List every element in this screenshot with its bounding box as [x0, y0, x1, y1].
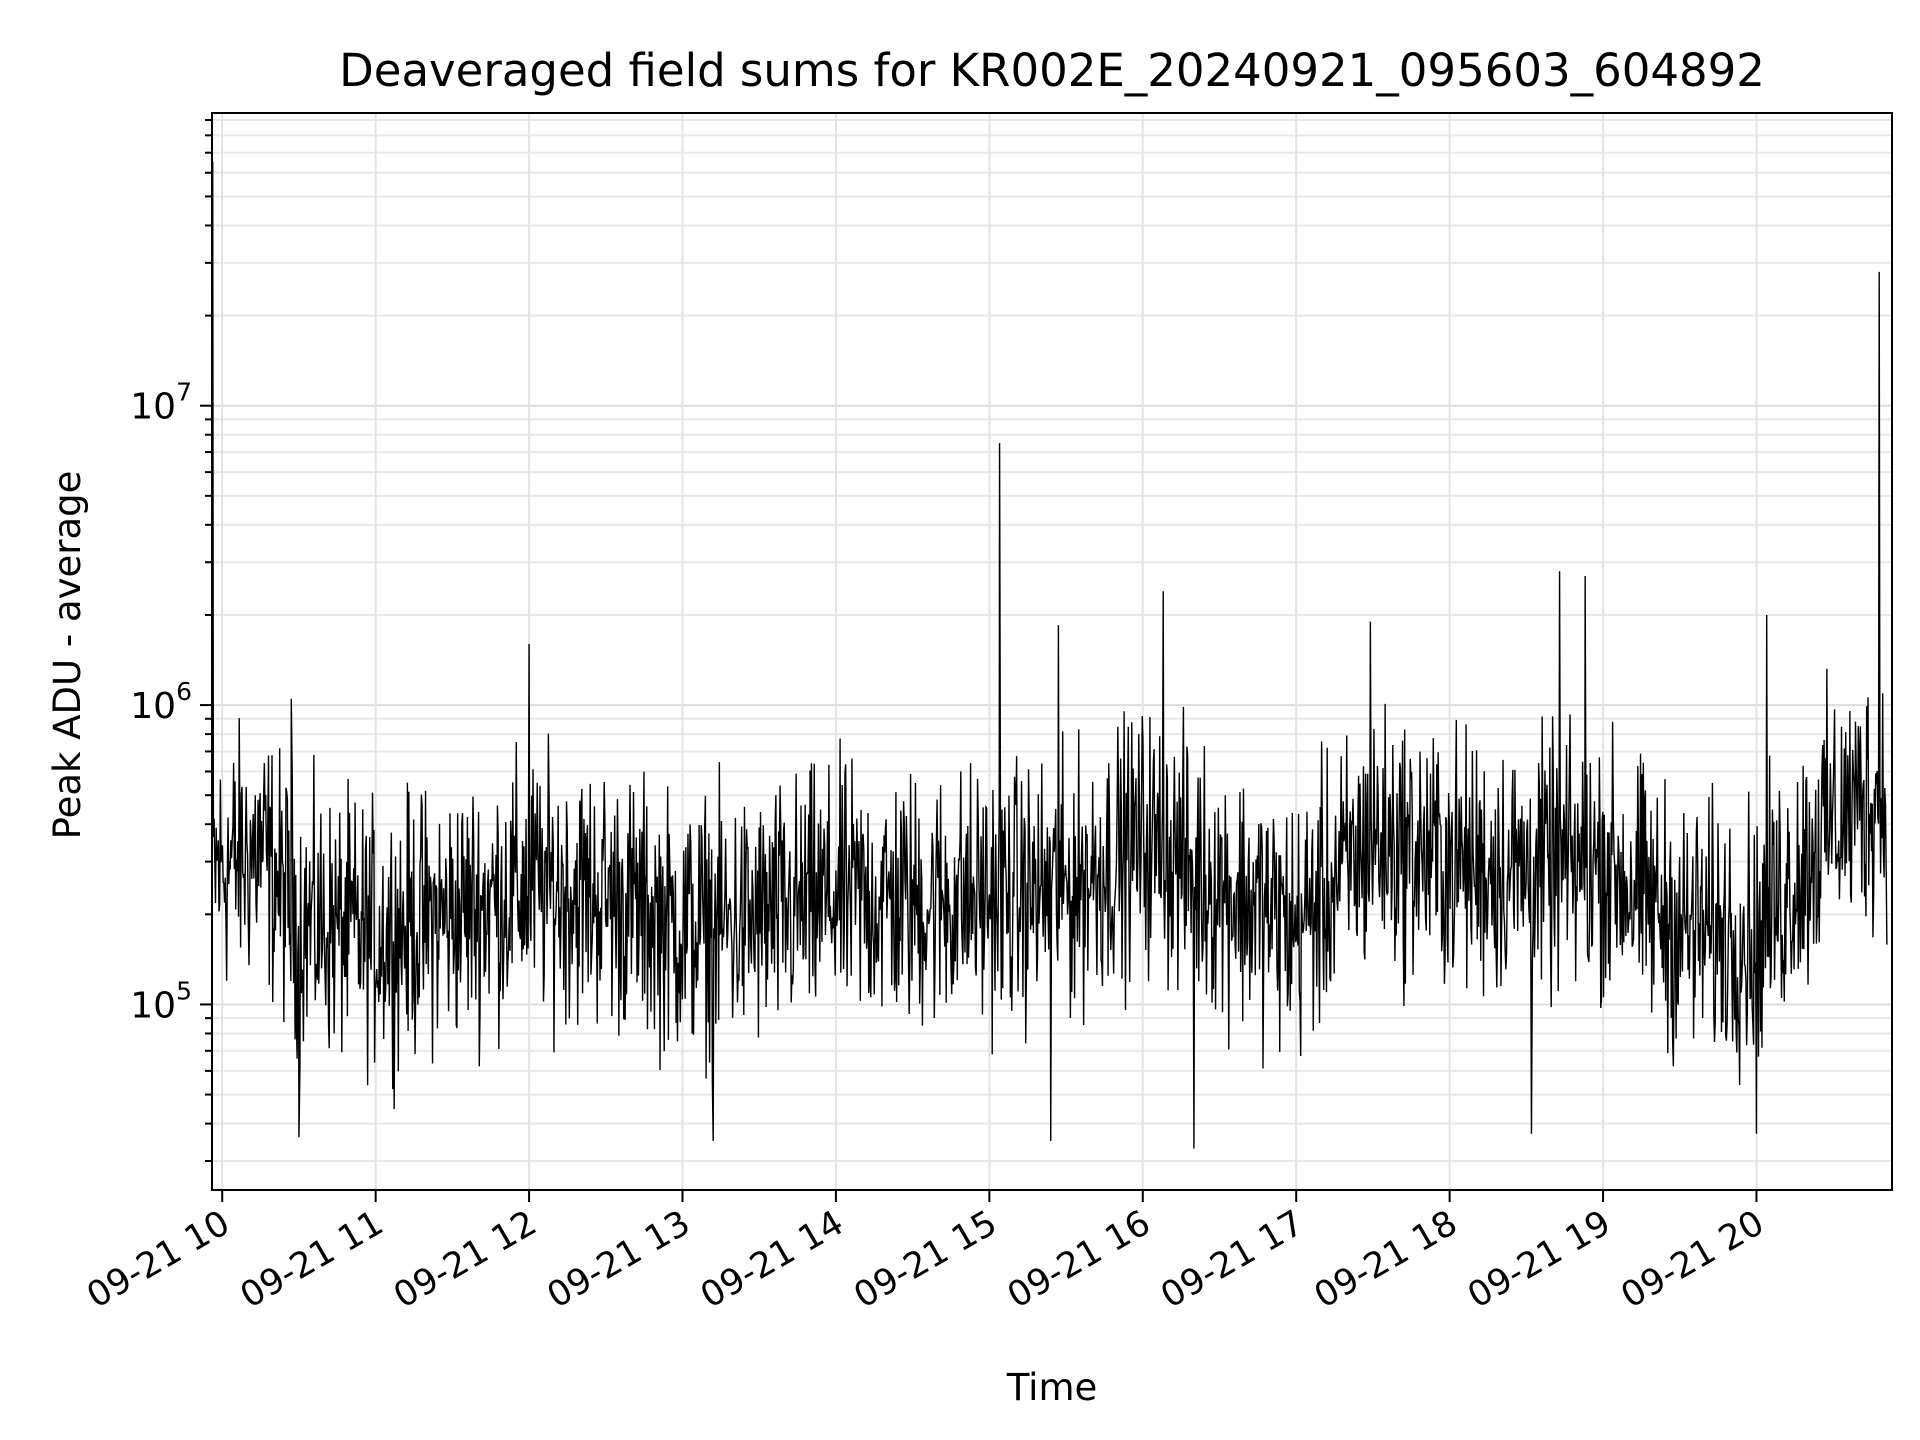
x-tick-label: 09-21 10 — [80, 1203, 236, 1316]
y-tick-base: 10 — [130, 985, 176, 1026]
plot-frame — [211, 112, 1893, 1191]
grid — [212, 113, 1892, 1190]
series-layer — [212, 161, 1888, 1149]
x-axis-label: Time — [1006, 1366, 1098, 1409]
x-tick-label: 09-21 16 — [1001, 1203, 1157, 1316]
x-tick-label: 09-21 12 — [387, 1203, 543, 1316]
y-tick-label: 107 — [130, 378, 192, 428]
chart-title: Deaveraged field sums for KR002E_2024092… — [339, 44, 1765, 97]
y-tick-label: 105 — [130, 976, 192, 1026]
x-tick-label: 09-21 20 — [1615, 1203, 1771, 1316]
x-tick-label: 09-21 13 — [541, 1203, 697, 1316]
x-tick-label: 09-21 18 — [1308, 1203, 1464, 1316]
y-tick-label: 106 — [130, 677, 192, 727]
y-tick-exponent: 6 — [176, 677, 192, 706]
x-tick-label: 09-21 15 — [848, 1203, 1004, 1316]
y-tick-exponent: 5 — [176, 976, 192, 1005]
x-tick-label: 09-21 14 — [694, 1203, 850, 1316]
x-tick-label: 09-21 19 — [1461, 1203, 1617, 1316]
y-tick-exponent: 7 — [176, 378, 192, 407]
y-axis-label: Peak ADU - average — [46, 471, 89, 840]
y-tick-base: 10 — [130, 387, 176, 428]
x-tick-label: 09-21 17 — [1154, 1203, 1310, 1316]
series-line — [212, 161, 1888, 1149]
x-tick-label: 09-21 11 — [234, 1203, 390, 1316]
y-tick-base: 10 — [130, 686, 176, 727]
